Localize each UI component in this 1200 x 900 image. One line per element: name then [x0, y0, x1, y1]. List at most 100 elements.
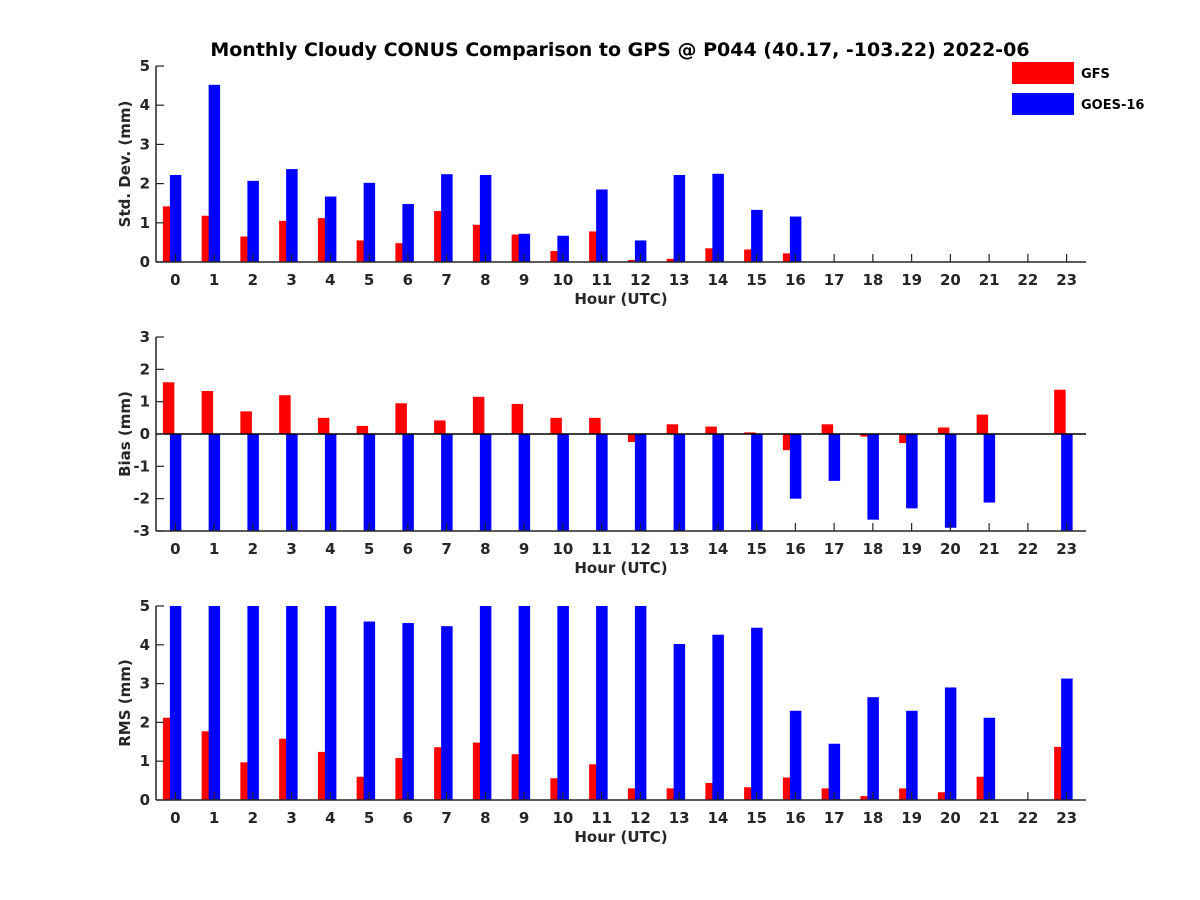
- rms-xtick-label: 20: [940, 809, 961, 827]
- rms-xtick-label: 16: [785, 809, 806, 827]
- std-bars: [162, 84, 802, 262]
- bias-xtick-label: 13: [669, 540, 690, 558]
- rms-bar-goes-16-19: [906, 710, 918, 800]
- bias-bar-goes-16-11: [596, 434, 608, 531]
- rms-xtick-label: 2: [248, 809, 258, 827]
- rms-bar-gfs-23: [1054, 746, 1066, 800]
- rms-bar-gfs-1: [201, 731, 214, 800]
- rms-bar-goes-16-18: [867, 697, 879, 800]
- bias-bar-gfs-15: [744, 432, 756, 434]
- std-bar-gfs-11: [589, 231, 601, 262]
- std-ytick-label: 2: [140, 175, 150, 193]
- bias-xtick-label: 15: [746, 540, 767, 558]
- rms-bar-goes-16-23: [1061, 678, 1073, 800]
- bias-bar-goes-16-3: [286, 434, 298, 531]
- bias-xtick-label: 22: [1017, 540, 1038, 558]
- rms-bar-goes-16-2: [247, 606, 259, 800]
- rms-bar-gfs-18: [860, 796, 872, 800]
- std-bar-goes-16-6: [402, 203, 414, 262]
- bias-bar-gfs-10: [550, 417, 562, 434]
- rms-bar-goes-16-12: [634, 606, 647, 800]
- rms-bar-goes-16-14: [712, 634, 724, 800]
- bias-bar-goes-16-5: [363, 434, 376, 531]
- rms-bar-goes-16-20: [944, 687, 957, 800]
- bias-bar-gfs-6: [395, 403, 407, 434]
- chart-title: Monthly Cloudy CONUS Comparison to GPS @…: [210, 39, 1029, 61]
- rms-x-label: Hour (UTC): [574, 828, 667, 846]
- bias-bar-goes-16-15: [751, 434, 763, 531]
- bias-bar-gfs-16: [782, 434, 795, 451]
- bias-xtick-label: 20: [940, 540, 961, 558]
- std-xtick-label: 6: [403, 271, 413, 289]
- bias-bar-gfs-14: [705, 426, 717, 434]
- std-bar-gfs-15: [744, 249, 756, 262]
- bias-xtick-label: 4: [325, 540, 335, 558]
- rms-bar-gfs-6: [395, 758, 407, 800]
- rms-xtick-label: 1: [209, 809, 219, 827]
- std-xtick-label: 20: [940, 271, 961, 289]
- bias-bar-goes-16-13: [673, 434, 686, 531]
- std-xtick-label: 15: [746, 271, 767, 289]
- rms-ytick-label: 5: [140, 597, 150, 615]
- rms-bar-goes-16-4: [324, 606, 337, 800]
- rms-ytick-label: 4: [140, 636, 150, 654]
- std-xtick-label: 23: [1056, 271, 1077, 289]
- bias-xtick-label: 3: [286, 540, 296, 558]
- rms-xtick-label: 5: [364, 809, 374, 827]
- std-bar-gfs-8: [472, 224, 485, 262]
- rms-ytick-label: 0: [140, 791, 150, 809]
- rms-bar-gfs-19: [899, 788, 911, 800]
- rms-bar-gfs-3: [279, 738, 291, 800]
- bias-xtick-label: 6: [403, 540, 413, 558]
- rms-bar-gfs-8: [472, 742, 485, 800]
- bias-bar-gfs-4: [317, 417, 330, 434]
- std-bar-goes-16-10: [557, 235, 569, 262]
- std-y-label: Std. Dev. (mm): [116, 101, 134, 228]
- bias-xtick-label: 21: [979, 540, 1000, 558]
- std-x-label: Hour (UTC): [574, 290, 667, 308]
- std-bar-goes-16-9: [518, 233, 531, 262]
- rms-bar-gfs-16: [782, 777, 795, 800]
- legend-swatch-gfs: [1012, 62, 1074, 84]
- std-bar-gfs-1: [201, 215, 214, 262]
- std-bar-gfs-10: [550, 251, 562, 262]
- bias-bar-goes-16-21: [983, 434, 996, 503]
- rms-bar-gfs-9: [511, 754, 524, 800]
- bias-bar-goes-16-0: [169, 434, 182, 531]
- rms-xtick-label: 4: [325, 809, 335, 827]
- std-bar-goes-16-12: [634, 240, 647, 262]
- bias-bars: [162, 382, 1073, 531]
- std-ytick-label: 0: [140, 253, 150, 271]
- bias-bar-goes-16-23: [1061, 434, 1073, 531]
- bias-ytick-label: 2: [140, 360, 150, 378]
- rms-bar-gfs-0: [162, 717, 175, 800]
- rms-bar-gfs-7: [434, 747, 446, 800]
- rms-xtick-label: 22: [1017, 809, 1038, 827]
- std-bar-gfs-6: [395, 243, 407, 262]
- rms-bar-gfs-11: [589, 764, 601, 800]
- bias-ytick-label: -2: [133, 490, 150, 508]
- bias-bar-gfs-23: [1054, 389, 1066, 434]
- std-bar-gfs-0: [162, 206, 175, 262]
- std-bar-goes-16-15: [751, 209, 763, 262]
- bias-bar-gfs-18: [860, 434, 872, 437]
- bias-bar-gfs-9: [511, 403, 524, 434]
- rms-y-label: RMS (mm): [116, 659, 134, 746]
- std-bar-goes-16-3: [286, 169, 298, 262]
- bias-ytick-label: 0: [140, 425, 150, 443]
- std-bar-gfs-14: [705, 248, 717, 262]
- std-bar-goes-16-14: [712, 173, 724, 262]
- std-bar-gfs-13: [666, 258, 679, 262]
- bias-bar-goes-16-16: [789, 434, 802, 499]
- std-bar-goes-16-16: [789, 216, 802, 262]
- std-bar-goes-16-13: [673, 174, 686, 262]
- bias-xtick-label: 17: [824, 540, 845, 558]
- bias-bar-gfs-0: [162, 382, 175, 434]
- std-xtick-label: 14: [707, 271, 728, 289]
- rms-bar-goes-16-7: [441, 626, 453, 800]
- rms-xtick-label: 13: [669, 809, 690, 827]
- legend: GFS GOES-16: [1012, 62, 1144, 115]
- std-bar-goes-16-11: [596, 189, 608, 262]
- rms-bar-goes-16-8: [479, 606, 492, 800]
